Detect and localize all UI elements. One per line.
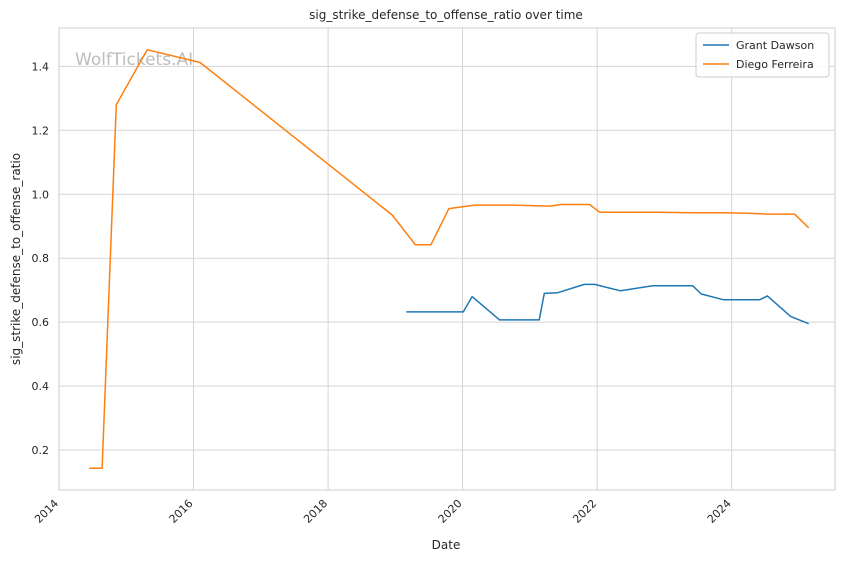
y-tick-label: 0.8: [32, 252, 50, 265]
x-tick-label: 2022: [570, 497, 599, 526]
series-line-grant-dawson: [406, 283, 809, 325]
x-tick-labels: 2014 2016 2018 2020 2022 2024: [32, 497, 734, 526]
y-tick-label: 0.6: [32, 316, 50, 329]
x-tick-label: 2016: [167, 497, 196, 526]
grid: [58, 28, 835, 490]
plot-frame: [58, 27, 836, 491]
x-tick-label: 2020: [436, 497, 465, 526]
y-axis-title: sig_strike_defense_to_offense_ratio: [9, 153, 23, 365]
watermark: WolfTickets.AI: [75, 50, 193, 70]
series-layer: [89, 48, 810, 470]
y-tick-label: 1.2: [32, 124, 50, 137]
x-axis-title: Date: [432, 538, 461, 552]
y-tick-label: 0.4: [32, 380, 50, 393]
series-line-diego-ferreira: [89, 48, 810, 470]
legend-label-grant-dawson: Grant Dawson: [736, 39, 814, 52]
y-tick-labels: 0.2 0.4 0.6 0.8 1.0 1.2 1.4: [32, 60, 50, 457]
chart-title: sig_strike_defense_to_offense_ratio over…: [309, 8, 583, 22]
x-tick-label: 2018: [301, 497, 330, 526]
legend-box: [695, 32, 830, 78]
legend-label-diego-ferreira: Diego Ferreira: [736, 58, 814, 71]
x-tick-label: 2024: [705, 497, 734, 526]
x-tick-label: 2014: [32, 497, 61, 526]
y-tick-label: 0.2: [32, 444, 50, 457]
legend: Grant Dawson Diego Ferreira: [695, 32, 830, 78]
y-tick-label: 1.0: [32, 188, 50, 201]
y-tick-label: 1.4: [32, 60, 50, 73]
